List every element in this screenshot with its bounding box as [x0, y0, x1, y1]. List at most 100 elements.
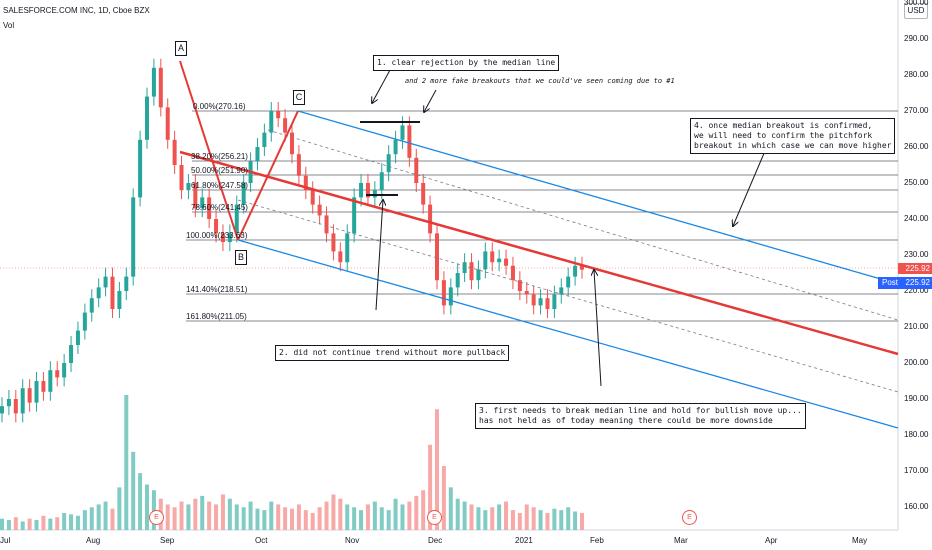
- candle-body: [545, 298, 550, 309]
- time-tick-label: Aug: [86, 536, 101, 545]
- volume-bar: [69, 514, 74, 530]
- candle-body: [476, 269, 481, 281]
- volume-bar: [441, 466, 446, 530]
- candle-body: [255, 147, 260, 162]
- volume-bar: [365, 504, 370, 530]
- volume-bar: [538, 510, 543, 530]
- time-tick-label: Apr: [765, 536, 778, 545]
- median-line: [179, 150, 899, 356]
- fib-label-618: 61.80%(247.58): [191, 181, 248, 190]
- volume-bar: [138, 473, 143, 530]
- note-1-sub: and 2 more fake breakouts that we could'…: [405, 77, 675, 85]
- volume-bar: [303, 510, 308, 530]
- candle-body: [6, 399, 11, 407]
- candle-body: [13, 399, 18, 414]
- candle-body: [552, 294, 557, 309]
- candle-body: [200, 197, 205, 209]
- volume-bar: [580, 512, 584, 530]
- candle-body: [428, 204, 433, 234]
- candle-body: [393, 139, 398, 155]
- volume-bar: [27, 518, 32, 530]
- time-tick-label: 2021: [515, 536, 533, 545]
- volume-bar: [559, 510, 564, 530]
- candle-body: [359, 183, 364, 198]
- candle-body: [234, 204, 239, 234]
- point-a-label: A: [175, 41, 187, 56]
- volume-bar: [131, 451, 136, 530]
- candle-body: [462, 262, 467, 273]
- annotation-arrows: [372, 69, 766, 387]
- candle-body: [158, 67, 163, 108]
- upper-warning-line: [267, 129, 899, 321]
- volume-bar: [490, 507, 495, 530]
- currency-badge[interactable]: USD: [904, 3, 928, 19]
- price-tick-label: 170.00: [904, 466, 929, 475]
- note-3: 3. first needs to break median line and …: [475, 403, 806, 429]
- candles: [0, 58, 584, 423]
- time-tick-label: Feb: [590, 536, 604, 545]
- volume-bar: [234, 504, 239, 530]
- volume-bar: [276, 504, 281, 530]
- volume-bar: [283, 507, 288, 530]
- time-tick-label: Oct: [255, 536, 268, 545]
- volume-bar: [359, 510, 364, 530]
- note-2: 2. did not continue trend without more p…: [275, 345, 510, 361]
- volume-bar: [310, 512, 315, 530]
- candle-body: [338, 251, 343, 263]
- earnings-marker-dec[interactable]: E: [427, 510, 442, 525]
- volume-bar: [428, 444, 433, 530]
- fib-label-100: 100.00%(233.63): [186, 231, 248, 240]
- fib-label-1414: 141.40%(218.51): [186, 285, 248, 294]
- volume-bar: [393, 498, 398, 530]
- candle-body: [365, 183, 370, 198]
- candle-body: [441, 280, 446, 306]
- volume-bar: [331, 494, 336, 530]
- fib-label-50: 50.00%(251.90): [191, 166, 248, 175]
- candle-body: [504, 258, 509, 266]
- volume-bar: [124, 395, 129, 530]
- candle-body: [559, 287, 564, 295]
- candle-body: [262, 132, 267, 147]
- volume-bar: [248, 501, 253, 530]
- volume-bar: [255, 508, 260, 530]
- price-tick-label: 160.00: [904, 502, 929, 511]
- candle-body: [151, 67, 156, 97]
- candle-body: [386, 154, 391, 173]
- time-tick-label: Mar: [674, 536, 688, 545]
- volume-bar: [55, 517, 60, 530]
- volume-bar: [524, 504, 529, 530]
- earnings-marker-sep[interactable]: E: [149, 510, 164, 525]
- volume-bar: [165, 504, 170, 530]
- volume-bar: [462, 501, 467, 530]
- fib-label-786: 78.60%(241.45): [191, 203, 248, 212]
- price-tick-label: 250.00: [904, 178, 929, 187]
- candle-body: [172, 139, 177, 165]
- fib-label-0: 0.00%(270.16): [193, 102, 246, 111]
- volume-bar: [13, 517, 18, 530]
- candle-body: [531, 294, 536, 306]
- price-tick-label: 270.00: [904, 106, 929, 115]
- volume-bar: [96, 504, 101, 530]
- candle-body: [96, 287, 101, 299]
- chart-title: SALESFORCE.COM INC, 1D, Cboe BZX: [3, 6, 150, 15]
- candle-body: [220, 233, 225, 243]
- candle-body: [483, 251, 488, 270]
- post-label: Post: [882, 278, 899, 287]
- candle-body: [241, 183, 246, 205]
- price-tick-label: 260.00: [904, 142, 929, 151]
- candle-body: [110, 276, 115, 309]
- volume-bar: [75, 515, 80, 530]
- volume-bar: [186, 504, 191, 530]
- volume-bar: [200, 495, 205, 530]
- candle-body: [290, 132, 294, 155]
- price-tick-label: 190.00: [904, 394, 929, 403]
- candle-body: [145, 96, 149, 140]
- time-tick-label: Dec: [428, 536, 443, 545]
- volume-bar: [531, 507, 536, 530]
- candle-body: [538, 298, 543, 306]
- earnings-marker-mar[interactable]: E: [682, 510, 697, 525]
- candle-body: [497, 258, 502, 263]
- volume-bar: [207, 501, 212, 530]
- volume-bar: [455, 498, 460, 530]
